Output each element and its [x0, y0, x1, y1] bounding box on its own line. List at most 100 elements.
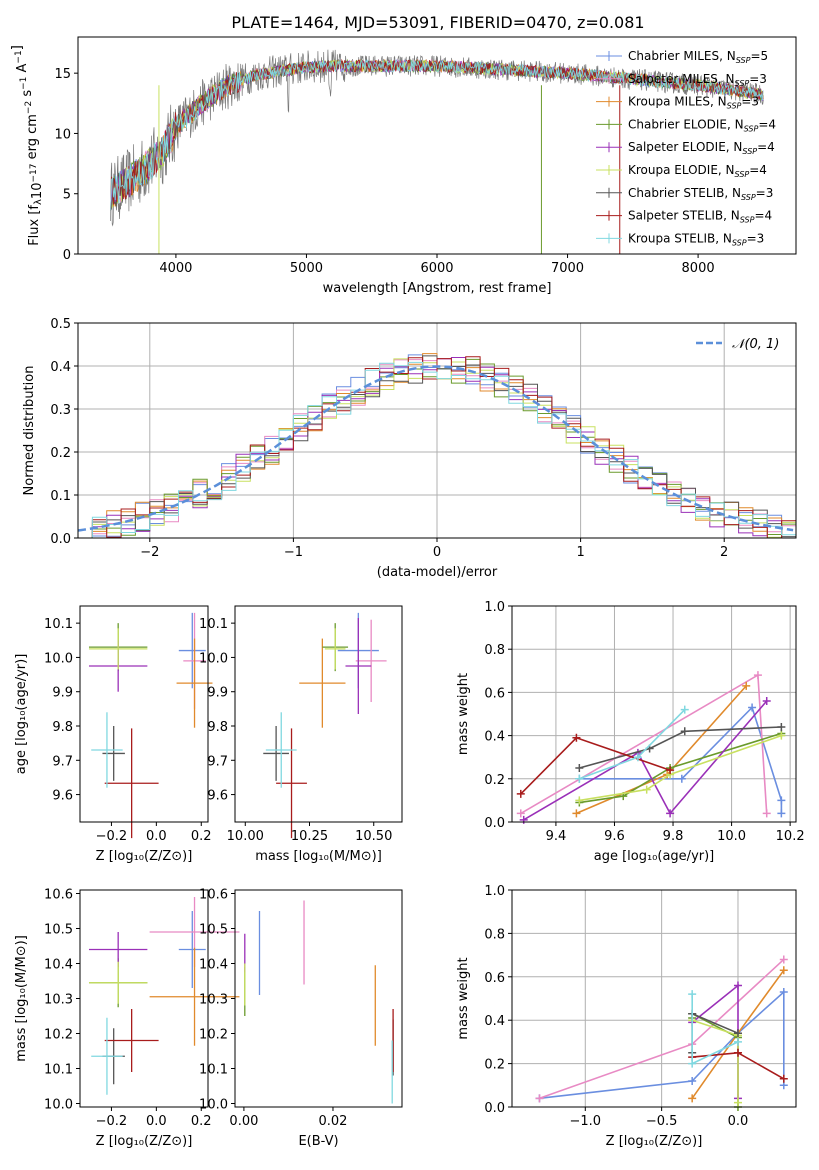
- weight-series-line: [579, 734, 782, 802]
- weight-marker: [733, 981, 742, 990]
- x-tick-label: 10.00: [227, 829, 264, 844]
- y-tick-label: 10.6: [44, 888, 73, 903]
- weight-marker: [572, 809, 581, 818]
- errorbar-point: [88, 628, 148, 670]
- y-tick-label: 0: [63, 248, 71, 263]
- legend-label: Kroupa STELIB, NSSP=3: [628, 231, 764, 247]
- legend-label: 𝒩(0, 1): [732, 337, 779, 352]
- weight-marker: [733, 1029, 742, 1038]
- y-tick-label: 9.7: [207, 754, 228, 769]
- weight-series-line: [579, 732, 782, 804]
- weight-marker: [742, 681, 751, 690]
- x-axis-label: Z [log₁₀(Z/Z⊙)]: [606, 1134, 703, 1149]
- x-axis-label: (data-model)/error: [377, 565, 498, 580]
- y-tick-label: 0.6: [484, 971, 505, 986]
- normal-distribution-curve: [77, 365, 794, 532]
- y-axis-label: Flux [fλ10−17 erg cm−2 s−1 A−1]: [10, 45, 45, 246]
- weight-series-line: [691, 1019, 739, 1103]
- legend-entry: Kroupa STELIB, NSSP=3: [596, 231, 764, 247]
- x-tick-label: −0.2: [96, 1114, 128, 1129]
- y-tick-label: 0.1: [50, 489, 71, 504]
- y-tick-label: 0.4: [484, 1014, 505, 1029]
- x-tick-label: 10.0: [717, 829, 746, 844]
- axes-frame: [77, 322, 797, 539]
- x-axis-label: Z [log₁₀(Z/Z⊙)]: [96, 849, 193, 864]
- y-tick-label: 10.2: [199, 1028, 228, 1043]
- y-tick-label: 9.9: [207, 686, 228, 701]
- legend-label: Salpeter MILES, NSSP=3: [628, 72, 767, 88]
- errorbar-point: [102, 726, 125, 781]
- weight-series-line: [576, 685, 747, 815]
- legend-entry: 𝒩(0, 1): [696, 337, 779, 352]
- x-tick-label: 0.0: [728, 1114, 749, 1129]
- y-tick-label: 1.0: [484, 884, 505, 899]
- weight-marker: [680, 705, 689, 714]
- errorbar-point: [104, 728, 159, 839]
- x-axis-label: Z [log₁₀(Z/Z⊙)]: [96, 1134, 193, 1149]
- weight-marker: [779, 987, 788, 996]
- weight-series: [516, 733, 675, 798]
- x-tick-label: 10.2: [776, 829, 805, 844]
- x-tick-label: 7000: [551, 261, 584, 276]
- weight_vs_age-axes: 9.4 9.6 9.8 10.0 10.2 0.0 0.2 0.4 0.6 0.8 1.0 age […: [456, 600, 805, 864]
- x-tick-label: 8000: [682, 261, 715, 276]
- legend-entry: Salpeter MILES, NSSP=3: [596, 72, 767, 88]
- weight-marker: [516, 809, 525, 818]
- weight-marker: [777, 722, 786, 731]
- y-tick-label: 10.0: [199, 651, 228, 666]
- model-fit-line: [110, 59, 764, 211]
- errorbar-point: [178, 612, 206, 689]
- figure-title: PLATE=1464, MJD=53091, FIBERID=0470, z=0…: [231, 13, 644, 32]
- age_vs_mass-axes: 10.00 10.25 10.50 9.6 9.7 9.8 9.9 10.0 10.1 mass …: [199, 605, 403, 864]
- x-tick-label: −0.5: [646, 1114, 678, 1129]
- y-tick-label: 9.8: [207, 720, 228, 735]
- x-tick-label: 9.6: [604, 829, 625, 844]
- y-tick-label: 10.3: [44, 993, 73, 1008]
- weight-marker: [642, 785, 651, 794]
- residuals-axes: −2 −1 0 1 2 0.0 0.1 0.2 0.3 0.4 0.5 (data-model)/er…: [22, 317, 797, 580]
- weight-marker: [677, 774, 686, 783]
- weight-series: [516, 671, 771, 818]
- errorbar-point: [91, 1017, 123, 1095]
- y-tick-label: 9.6: [52, 789, 73, 804]
- y-tick-label: 9.8: [52, 720, 73, 735]
- x-axis-label: age [log₁₀(age/yr)]: [594, 849, 715, 864]
- x-tick-label: 2: [720, 545, 728, 560]
- weight-marker: [519, 815, 528, 824]
- weight-series: [575, 731, 786, 805]
- errorbar-point: [299, 638, 346, 728]
- x-tick-label: −1.0: [570, 1114, 602, 1129]
- axes-frame: [79, 889, 209, 1108]
- weight-marker: [777, 731, 786, 740]
- y-tick-label: 0.8: [484, 643, 505, 658]
- y-tick-label: 1.0: [484, 600, 505, 615]
- x-tick-label: 0.0: [146, 1114, 167, 1129]
- y-tick-label: 10: [54, 127, 71, 142]
- weight-marker: [688, 1059, 697, 1068]
- model-fit-line: [110, 59, 764, 211]
- y-tick-label: 10.4: [199, 958, 228, 973]
- y-tick-label: 10.5: [44, 923, 73, 938]
- y-tick-label: 0.6: [484, 686, 505, 701]
- legend-entry: Salpeter STELIB, NSSP=4: [596, 209, 772, 225]
- weight-marker: [688, 990, 697, 999]
- weight-marker: [779, 1074, 788, 1083]
- weight-series-line: [579, 726, 782, 769]
- axes-frame: [234, 605, 403, 823]
- errorbar-point: [176, 638, 213, 728]
- legend-label: Kroupa ELODIE, NSSP=4: [628, 163, 767, 179]
- mass_vs_ebv-axes: 0.00 0.02 10.0 10.1 10.2 10.3 10.4 10.5 10.6 E(B-…: [199, 888, 403, 1149]
- x-tick-label: 6000: [420, 261, 453, 276]
- weight-series: [575, 703, 786, 818]
- weight-marker: [748, 703, 757, 712]
- weight-marker: [666, 809, 675, 818]
- weight-series: [575, 722, 786, 772]
- x-tick-label: 0.2: [191, 1114, 212, 1129]
- errorbar-point: [355, 619, 387, 702]
- y-axis-label: Normed distribution: [22, 366, 37, 496]
- y-tick-label: 15: [54, 67, 71, 82]
- weight-marker: [575, 774, 584, 783]
- legend-label: Salpeter STELIB, NSSP=4: [628, 209, 772, 225]
- weight-marker: [688, 1094, 697, 1103]
